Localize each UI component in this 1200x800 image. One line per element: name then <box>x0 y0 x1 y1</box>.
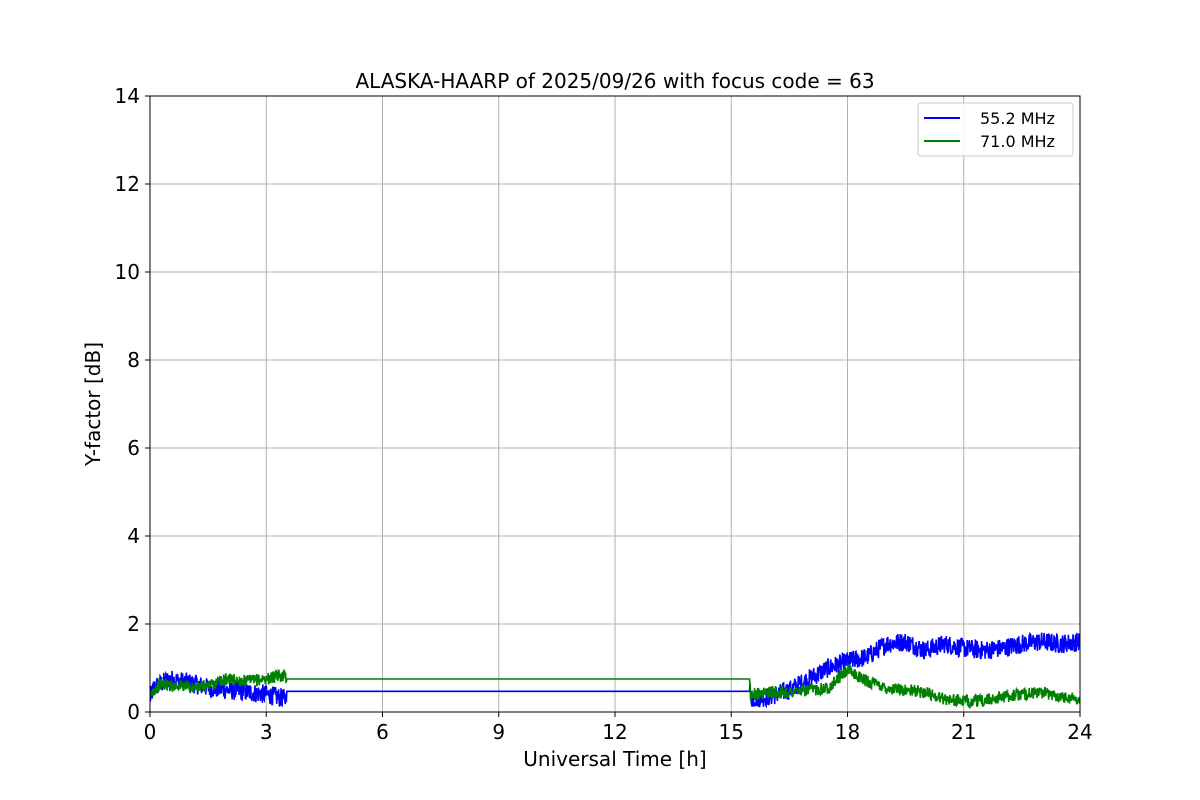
legend-box <box>917 102 1074 157</box>
x-tick-label: 6 <box>376 720 389 744</box>
x-tick-label: 3 <box>260 720 273 744</box>
y-tick-label: 6 <box>127 436 140 460</box>
series-line-1 <box>150 631 1080 709</box>
x-tick-label: 9 <box>492 720 505 744</box>
legend-label: 71.0 MHz <box>980 132 1055 151</box>
y-tick-label: 8 <box>127 348 140 372</box>
x-tick-label: 21 <box>951 720 976 744</box>
x-tick-label: 15 <box>719 720 744 744</box>
x-tick-label: 0 <box>144 720 157 744</box>
chart-title: ALASKA-HAARP of 2025/09/26 with focus co… <box>355 69 874 93</box>
y-tick-label: 12 <box>115 172 140 196</box>
x-tick-label: 18 <box>835 720 860 744</box>
y-tick-label: 10 <box>115 260 140 284</box>
legend: 55.2 MHz 71.0 MHz <box>917 102 1074 157</box>
x-tick-label: 24 <box>1067 720 1092 744</box>
series-layer <box>150 631 1080 709</box>
x-axis-label: Universal Time [h] <box>523 747 706 771</box>
y-tick-label: 4 <box>127 524 140 548</box>
y-tick-label: 2 <box>127 612 140 636</box>
x-tick-label: 12 <box>602 720 627 744</box>
series-line-2 <box>150 664 1080 709</box>
y-tick-label: 14 <box>115 84 140 108</box>
legend-label: 55.2 MHz <box>980 109 1055 128</box>
y-axis-label: Y-factor [dB] <box>81 342 105 467</box>
y-tick-label: 0 <box>127 700 140 724</box>
